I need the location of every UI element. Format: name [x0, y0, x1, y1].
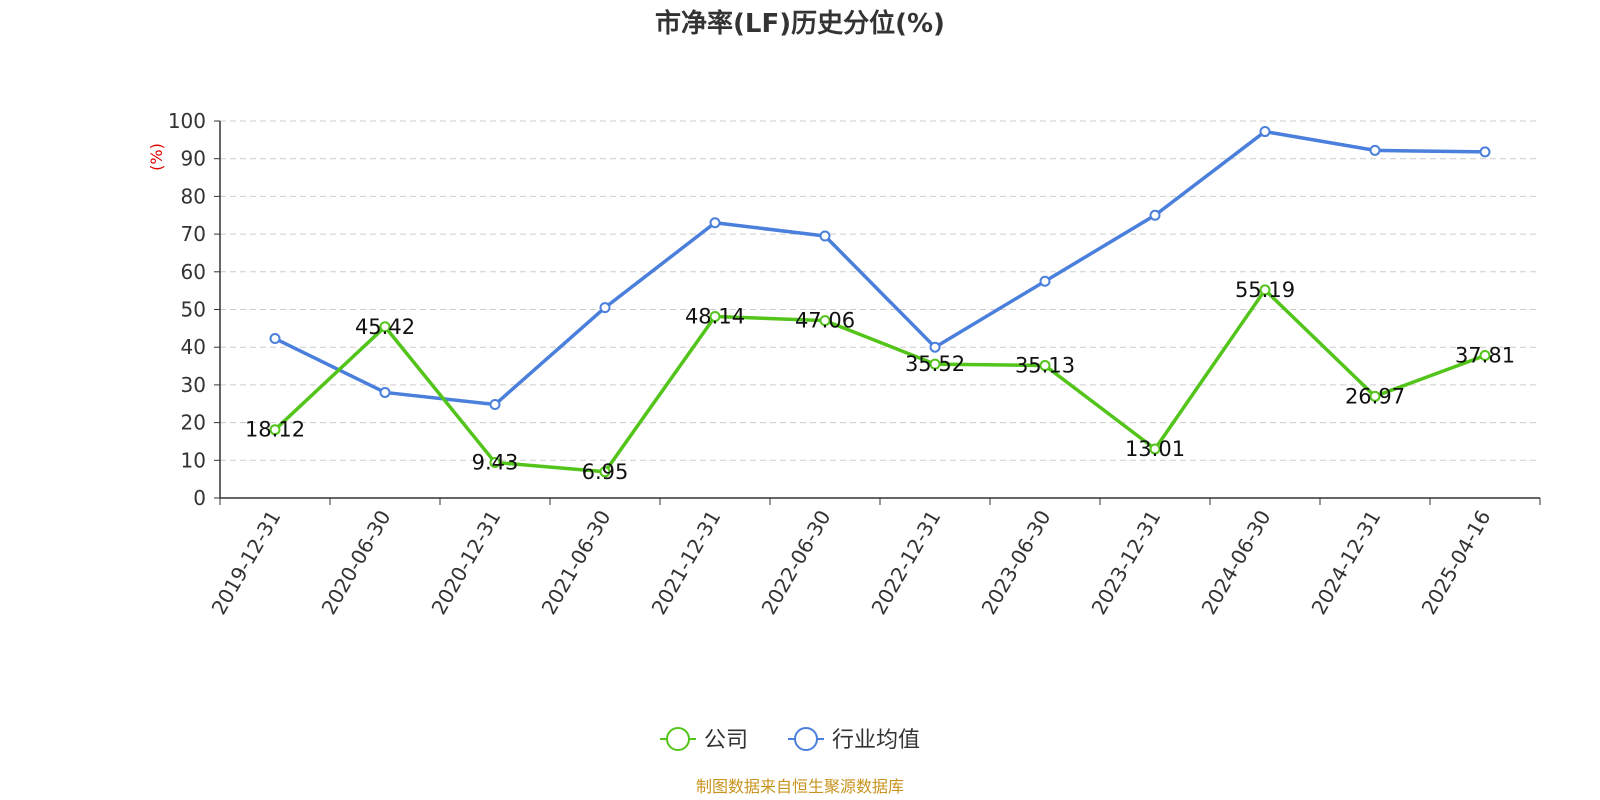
y-tick-label-0: 0	[193, 486, 206, 510]
data-label-2021-06-30: 6.95	[582, 460, 629, 484]
legend-item-行业均值[interactable]: 行业均值	[788, 727, 920, 753]
x-tick-label-2024-06-30: 2024-06-30	[1196, 506, 1275, 619]
y-tick-label-60: 60	[181, 260, 206, 284]
legend-item-公司[interactable]: 公司	[660, 727, 748, 753]
y-tick-label-90: 90	[181, 147, 206, 171]
data-label-2024-12-31: 26.97	[1345, 384, 1405, 408]
data-label-2020-06-30: 45.42	[355, 315, 415, 339]
data-labels: 18.12 45.42 9.43 6.95 48.14 47.06 35.52 35.13 13…	[245, 278, 1515, 484]
y-tick-label-20: 20	[181, 411, 206, 435]
data-label-2020-12-31: 9.43	[472, 450, 519, 474]
data-label-2023-12-31: 13.01	[1125, 437, 1185, 461]
x-tick-label-2022-12-31: 2022-12-31	[866, 506, 945, 619]
point-公司-2023-06-30[interactable]	[1039, 360, 1051, 372]
point-公司-2021-06-30[interactable]	[599, 466, 611, 478]
point-行业均值-2025-04-16[interactable]	[1479, 146, 1491, 158]
x-tick-label-2019-12-31: 2019-12-31	[206, 506, 285, 619]
point-行业均值-2023-12-31[interactable]	[1149, 209, 1161, 221]
y-axis-unit: (%)	[147, 143, 166, 171]
point-公司-2021-12-31[interactable]	[709, 311, 721, 323]
point-行业均值-2024-12-31[interactable]	[1369, 144, 1381, 156]
point-行业均值-2022-06-30[interactable]	[819, 230, 831, 242]
data-label-2022-12-31: 35.52	[905, 352, 965, 376]
legend-marker-行业均值	[794, 727, 818, 751]
x-tick-label-2020-06-30: 2020-06-30	[316, 506, 395, 619]
point-公司-2024-12-31[interactable]	[1369, 390, 1381, 402]
point-公司-2020-12-31[interactable]	[489, 456, 501, 468]
y-tick-label-70: 70	[181, 222, 206, 246]
point-行业均值-2024-06-30[interactable]	[1259, 126, 1271, 138]
y-tick-label-100: 100	[168, 109, 206, 133]
source-note: 制图数据来自恒生聚源数据库	[696, 777, 904, 796]
point-行业均值-2020-06-30[interactable]	[379, 386, 391, 398]
point-行业均值-2021-06-30[interactable]	[599, 302, 611, 314]
series-layer	[269, 126, 1491, 478]
series-line-公司	[273, 288, 1486, 474]
point-行业均值-2023-06-30[interactable]	[1039, 275, 1051, 287]
point-公司-2023-12-31[interactable]	[1149, 443, 1161, 455]
point-行业均值-2019-12-31[interactable]	[269, 333, 281, 345]
point-行业均值-2021-12-31[interactable]	[709, 217, 721, 229]
legend[interactable]: 公司 行业均值	[660, 727, 920, 753]
data-label-2025-04-16: 37.81	[1455, 343, 1515, 367]
data-label-2021-12-31: 48.14	[685, 305, 745, 329]
y-tick-label-30: 30	[181, 373, 206, 397]
point-公司-2020-06-30[interactable]	[379, 321, 391, 333]
series-公司	[269, 284, 1491, 478]
data-label-2024-06-30: 55.19	[1235, 278, 1295, 302]
series-行业均值	[269, 126, 1491, 411]
point-公司-2019-12-31[interactable]	[269, 424, 281, 436]
data-label-2019-12-31: 18.12	[245, 418, 305, 442]
gridlines	[220, 120, 1540, 461]
x-tick-label-2022-06-30: 2022-06-30	[756, 506, 835, 619]
x-tick-label-2020-12-31: 2020-12-31	[426, 506, 505, 619]
point-行业均值-2022-12-31[interactable]	[929, 341, 941, 353]
y-tick-label-10: 10	[181, 448, 206, 472]
y-tick-label-40: 40	[181, 335, 206, 359]
legend-label-行业均值: 行业均值	[832, 728, 920, 753]
point-公司-2022-06-30[interactable]	[819, 315, 831, 327]
point-公司-2025-04-16[interactable]	[1479, 349, 1491, 361]
legend-label-公司: 公司	[704, 728, 748, 753]
series-line-行业均值	[274, 129, 1486, 407]
x-tick-label-2023-06-30: 2023-06-30	[976, 506, 1055, 619]
x-tick-label-2021-12-31: 2021-12-31	[646, 506, 725, 619]
point-公司-2022-12-31[interactable]	[929, 358, 941, 370]
point-公司-2024-06-30[interactable]	[1259, 284, 1271, 296]
chart-title: 市净率(LF)历史分位(%)	[655, 8, 945, 39]
axes: 0 10 20 30 40 50 60 70 80 90 100 2019-12-31 2020-06-…	[168, 109, 1541, 619]
x-tick-label-2023-12-31: 2023-12-31	[1086, 506, 1165, 619]
y-tick-label-80: 80	[181, 184, 206, 208]
x-tick-label-2021-06-30: 2021-06-30	[536, 506, 615, 619]
x-tick-label-2025-04-16: 2025-04-16	[1416, 506, 1495, 619]
x-tick-label-2024-12-31: 2024-12-31	[1306, 506, 1385, 619]
data-label-2022-06-30: 47.06	[795, 309, 855, 333]
legend-marker-公司	[666, 727, 690, 751]
data-label-2023-06-30: 35.13	[1015, 354, 1075, 378]
point-行业均值-2020-12-31[interactable]	[489, 399, 501, 411]
y-tick-label-50: 50	[181, 298, 206, 322]
